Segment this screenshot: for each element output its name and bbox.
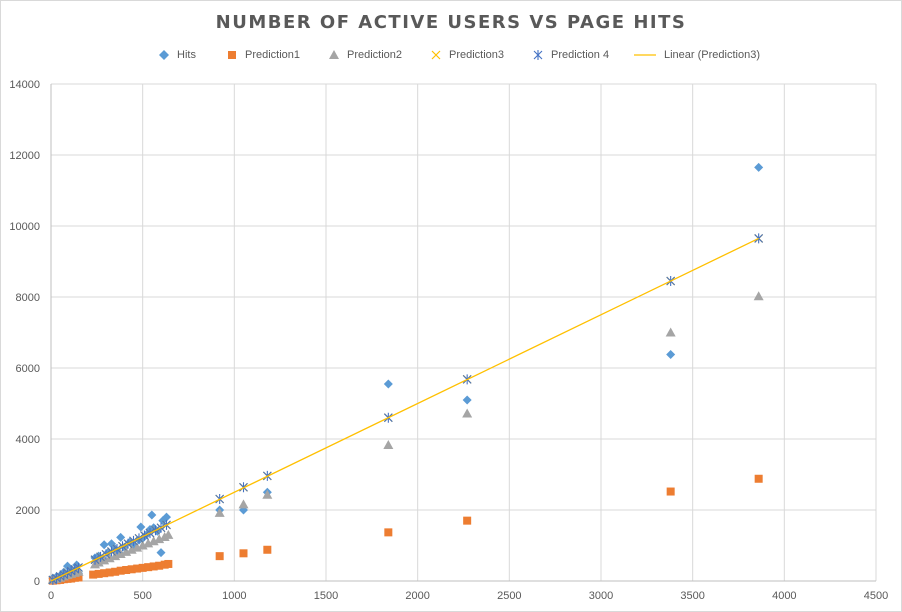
data-point-hits xyxy=(666,350,676,360)
data-point-prediction1 xyxy=(263,545,272,554)
data-point-prediction1 xyxy=(138,563,147,572)
data-point-prediction1 xyxy=(111,567,120,576)
x-tick-label: 1000 xyxy=(222,590,246,602)
legend-label: Prediction2 xyxy=(347,49,403,61)
data-point-prediction1 xyxy=(105,568,114,577)
legend-label: Prediction 4 xyxy=(551,49,610,61)
data-point-hits xyxy=(162,512,171,522)
x-tick-label: 4500 xyxy=(864,590,888,602)
data-point-prediction2 xyxy=(462,408,473,418)
legend-marker-diamond xyxy=(159,50,169,60)
legend-label: Prediction3 xyxy=(449,49,505,61)
legend-item-linear-prediction3: Linear (Prediction3) xyxy=(634,49,760,61)
data-point-hits xyxy=(383,379,393,389)
y-tick-label: 4000 xyxy=(16,434,40,446)
data-point-hits xyxy=(99,540,109,550)
y-tick-label: 0 xyxy=(34,576,40,588)
x-tick-label: 500 xyxy=(133,590,151,602)
legend-marker-triangle xyxy=(329,50,339,59)
data-point-hits xyxy=(156,548,166,558)
data-point-prediction2 xyxy=(665,327,676,337)
data-point-prediction1 xyxy=(155,561,164,570)
legend-marker-line xyxy=(634,54,656,56)
data-point-prediction1 xyxy=(127,565,136,574)
y-tick-label: 10000 xyxy=(9,221,40,233)
x-tick-label: 4000 xyxy=(772,590,796,602)
legend-marker-asterisk xyxy=(533,50,543,60)
y-tick-label: 12000 xyxy=(9,150,40,162)
y-tick-label: 2000 xyxy=(16,505,40,517)
x-tick-label: 2500 xyxy=(497,590,521,602)
data-point-prediction1 xyxy=(74,573,83,582)
x-tick-label: 2000 xyxy=(405,590,429,602)
legend-label: Linear (Prediction3) xyxy=(664,49,760,61)
data-point-prediction1 xyxy=(463,516,472,525)
data-point-prediction2 xyxy=(214,507,225,517)
chart-legend: Hits Prediction1 Prediction2 Prediction3… xyxy=(1,49,901,69)
data-point-prediction2 xyxy=(238,499,249,509)
data-point-hits xyxy=(462,395,472,405)
legend-label: Hits xyxy=(177,49,196,61)
data-point-prediction2 xyxy=(163,529,174,539)
y-tick-label: 6000 xyxy=(16,363,40,375)
legend-item-prediction4: Prediction 4 xyxy=(533,49,609,61)
legend-marker-square xyxy=(228,51,236,59)
data-point-prediction1 xyxy=(149,562,158,571)
x-tick-label: 0 xyxy=(48,590,54,602)
data-point-prediction2 xyxy=(383,440,394,450)
y-tick-label: 14000 xyxy=(9,79,40,91)
data-point-hits xyxy=(754,162,764,172)
data-point-hits xyxy=(136,522,146,532)
legend-item-hits: Hits xyxy=(159,49,196,61)
x-tick-label: 3500 xyxy=(680,590,704,602)
data-point-prediction2 xyxy=(753,291,764,301)
legend-item-prediction3: Prediction3 xyxy=(431,49,504,61)
data-point-prediction1 xyxy=(164,559,173,568)
data-point-prediction1 xyxy=(239,549,248,558)
data-point-prediction4 xyxy=(754,233,764,244)
data-point-prediction1 xyxy=(215,552,224,561)
data-point-prediction1 xyxy=(144,563,153,572)
data-point-prediction1 xyxy=(122,565,131,574)
data-point-prediction1 xyxy=(666,487,675,496)
x-tick-label: 3000 xyxy=(589,590,613,602)
data-point-prediction1 xyxy=(384,528,393,537)
data-point-prediction1 xyxy=(116,566,125,575)
legend-item-prediction2: Prediction2 xyxy=(329,49,402,61)
chart-title: NUMBER OF ACTIVE USERS VS PAGE HITS xyxy=(215,12,687,33)
x-tick-label: 1500 xyxy=(314,590,338,602)
data-point-prediction1 xyxy=(89,570,98,579)
legend-item-prediction1: Prediction1 xyxy=(227,49,300,61)
legend-label: Prediction1 xyxy=(245,49,301,61)
y-tick-label: 8000 xyxy=(16,292,40,304)
data-point-prediction2 xyxy=(262,489,273,499)
data-point-hits xyxy=(116,532,126,542)
data-point-prediction1 xyxy=(133,564,142,573)
data-point-hits xyxy=(147,510,157,520)
data-point-prediction1 xyxy=(100,569,109,578)
data-point-prediction1 xyxy=(754,474,763,483)
trendline-linear-prediction3 xyxy=(50,237,759,582)
data-point-prediction1 xyxy=(94,569,103,578)
legend-marker-x xyxy=(431,50,441,60)
